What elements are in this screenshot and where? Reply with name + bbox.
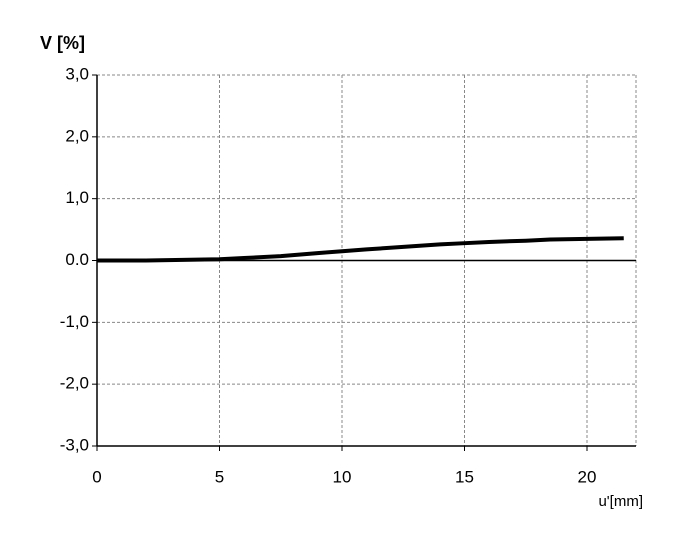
y-tick-label: 0.0 bbox=[65, 250, 89, 269]
y-tick-label: 1,0 bbox=[65, 188, 89, 207]
x-tick-label: 15 bbox=[455, 467, 474, 486]
y-tick-label: -3,0 bbox=[60, 435, 89, 454]
x-tick-label: 10 bbox=[333, 467, 352, 486]
y-tick-label: 2,0 bbox=[65, 126, 89, 145]
x-tick-label: 5 bbox=[215, 467, 224, 486]
x-axis-label: u'[mm] bbox=[598, 493, 643, 510]
data-line bbox=[97, 236, 624, 263]
y-tick-label: 3,0 bbox=[65, 64, 89, 83]
y-tick-label: -2,0 bbox=[60, 374, 89, 393]
y-tick-label: -1,0 bbox=[60, 312, 89, 331]
x-tick-label: 20 bbox=[578, 467, 597, 486]
y-axis-label: V [%] bbox=[40, 33, 85, 53]
x-tick-label: 0 bbox=[92, 467, 101, 486]
